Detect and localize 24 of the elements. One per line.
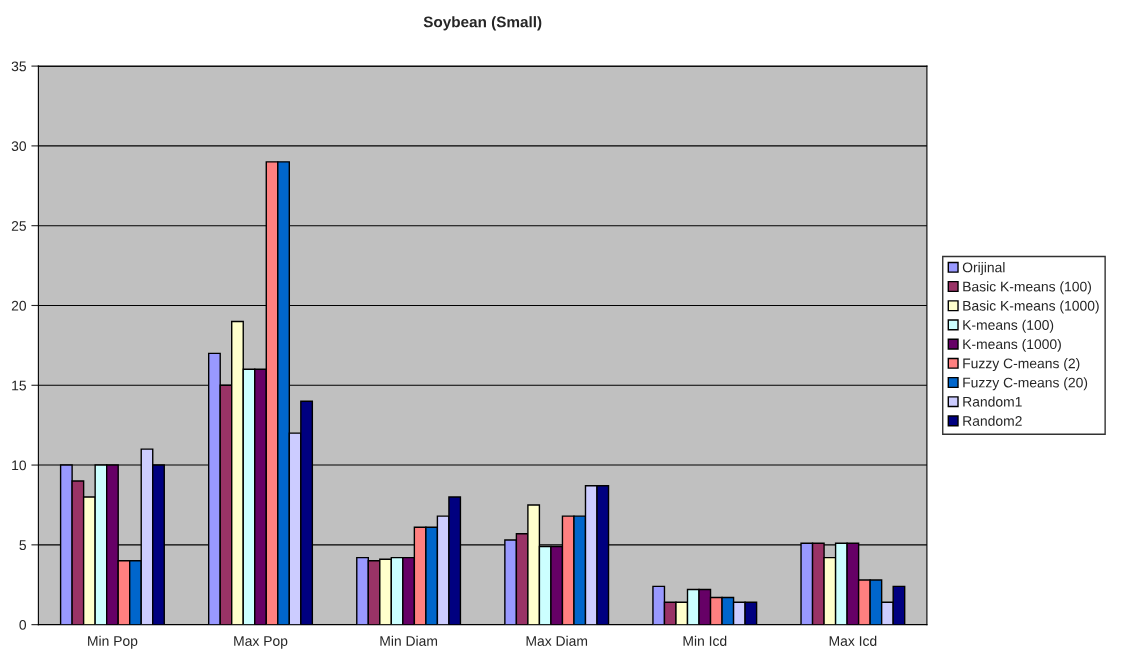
y-tick-label: 25 [11, 221, 26, 231]
chart-title: Soybean (Small) [423, 16, 542, 31]
x-tick-label: Min Diam [380, 635, 438, 646]
legend-label: Random1 [963, 396, 1022, 407]
y-tick-label: 10 [12, 460, 27, 471]
legend-label: K-means (100) [963, 319, 1054, 333]
legend-label: Basic K-means (100) [963, 281, 1091, 295]
x-tick-label: Max Pop [234, 636, 288, 649]
legend-label: K-means (1000) [963, 338, 1061, 352]
legend-label: Random2 [963, 415, 1022, 426]
y-tick-label: 5 [19, 540, 26, 551]
y-tick-label: 15 [12, 380, 26, 391]
legend-label: Fuzzy C-means (20) [963, 377, 1088, 391]
x-tick-label: Max Diam [526, 635, 588, 646]
x-tick-label: Max Icd [829, 635, 877, 646]
y-tick-label: 20 [11, 300, 27, 311]
legend-label: Orijinal [962, 262, 1005, 276]
y-tick-label: 30 [11, 141, 27, 152]
x-tick-label: Min Pop [88, 635, 138, 649]
legend-label: Fuzzy C-means (2) [963, 358, 1080, 372]
y-tick-label: 35 [11, 61, 26, 72]
y-tick-label: 0 [19, 619, 27, 630]
x-tick-label: Min Icd [683, 635, 727, 646]
legend-label: Basic K-means (1000) [963, 300, 1099, 314]
